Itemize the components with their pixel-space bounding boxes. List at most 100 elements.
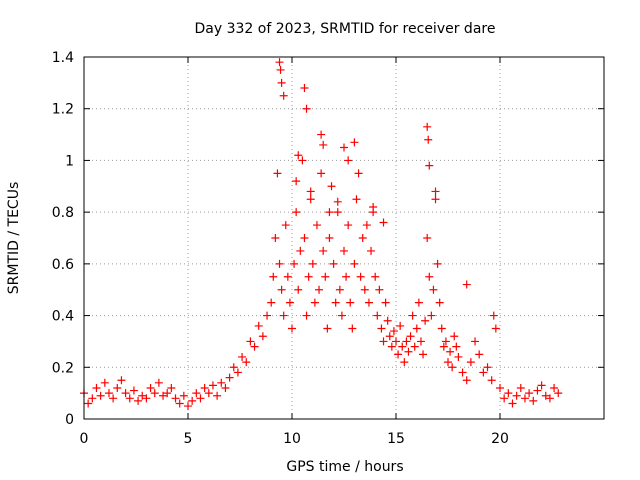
data-point — [425, 161, 434, 170]
data-point — [306, 195, 315, 204]
data-point — [352, 195, 361, 204]
data-point — [104, 389, 113, 398]
data-point — [475, 350, 484, 359]
data-point — [200, 383, 209, 392]
data-point — [385, 332, 394, 341]
data-point — [159, 391, 168, 400]
plot-frame — [83, 56, 605, 420]
data-point — [233, 368, 242, 377]
data-point — [402, 337, 411, 346]
data-point — [296, 246, 305, 255]
data-point — [319, 246, 328, 255]
data-point — [406, 332, 415, 341]
data-point — [196, 394, 205, 403]
data-point — [179, 391, 188, 400]
data-point — [277, 78, 286, 87]
data-point — [508, 399, 517, 408]
data-point — [435, 298, 444, 307]
data-point — [400, 358, 409, 367]
data-point — [225, 373, 234, 382]
data-point — [360, 285, 369, 294]
data-point — [304, 272, 313, 281]
data-point — [337, 311, 346, 320]
data-point — [545, 394, 554, 403]
data-point — [537, 381, 546, 390]
data-point — [188, 396, 197, 405]
data-point — [302, 311, 311, 320]
data-point — [146, 383, 155, 392]
y-tick-label: 1.2 — [52, 102, 74, 118]
data-point — [375, 285, 384, 294]
data-point — [288, 324, 296, 333]
data-point — [323, 324, 332, 333]
data-point — [290, 259, 299, 268]
data-point — [134, 396, 143, 405]
data-point — [529, 396, 538, 405]
data-point — [387, 342, 396, 351]
data-point — [554, 389, 563, 398]
y-tick-label: 0.4 — [52, 309, 74, 325]
data-point — [276, 65, 285, 74]
data-point — [317, 130, 326, 139]
data-point — [273, 169, 282, 178]
data-point — [279, 91, 288, 100]
data-point — [310, 298, 319, 307]
data-point — [325, 234, 334, 242]
data-point — [348, 324, 357, 333]
data-point — [452, 342, 461, 351]
data-point — [275, 259, 284, 268]
y-tick-label: 0.8 — [52, 205, 74, 221]
data-point — [487, 376, 496, 385]
data-point — [423, 234, 432, 242]
data-point — [171, 394, 180, 403]
data-point — [121, 389, 130, 398]
data-point — [184, 402, 192, 411]
data-point — [242, 358, 251, 367]
x-tick-labels: 0 5 10 15 20 — [80, 431, 509, 447]
data-point — [471, 337, 480, 346]
data-point — [84, 399, 93, 408]
data-point — [229, 363, 238, 372]
data-point — [150, 389, 159, 398]
data-point — [163, 389, 172, 398]
data-point — [167, 383, 176, 392]
data-point — [113, 383, 122, 392]
data-point — [394, 350, 403, 359]
data-point — [269, 272, 278, 281]
data-point — [221, 383, 230, 392]
data-point — [433, 259, 442, 268]
data-point — [335, 285, 344, 294]
y-tick-label: 1 — [65, 153, 74, 169]
data-point — [466, 358, 475, 367]
data-point — [109, 394, 118, 403]
data-point — [333, 197, 342, 206]
data-point — [292, 208, 301, 217]
data-point — [217, 378, 226, 387]
data-point — [525, 389, 534, 398]
data-point — [298, 156, 307, 165]
data-point — [533, 386, 542, 395]
data-point — [204, 389, 213, 398]
data-point — [285, 298, 294, 307]
data-point — [246, 337, 255, 346]
data-point — [356, 272, 365, 281]
data-point — [408, 311, 417, 320]
data-point — [496, 383, 504, 392]
data-point — [340, 143, 348, 152]
data-point — [516, 383, 525, 392]
data-point — [213, 391, 222, 400]
data-point — [129, 386, 138, 395]
data-point — [96, 391, 105, 400]
data-point — [491, 324, 500, 333]
data-point — [398, 342, 407, 351]
data-point — [479, 368, 488, 377]
data-point — [117, 376, 126, 385]
data-point — [281, 221, 290, 230]
data-point — [321, 272, 330, 281]
data-point — [315, 285, 324, 294]
data-point — [424, 135, 433, 144]
data-point — [431, 187, 440, 196]
data-point — [520, 394, 529, 403]
data-point — [439, 342, 448, 351]
